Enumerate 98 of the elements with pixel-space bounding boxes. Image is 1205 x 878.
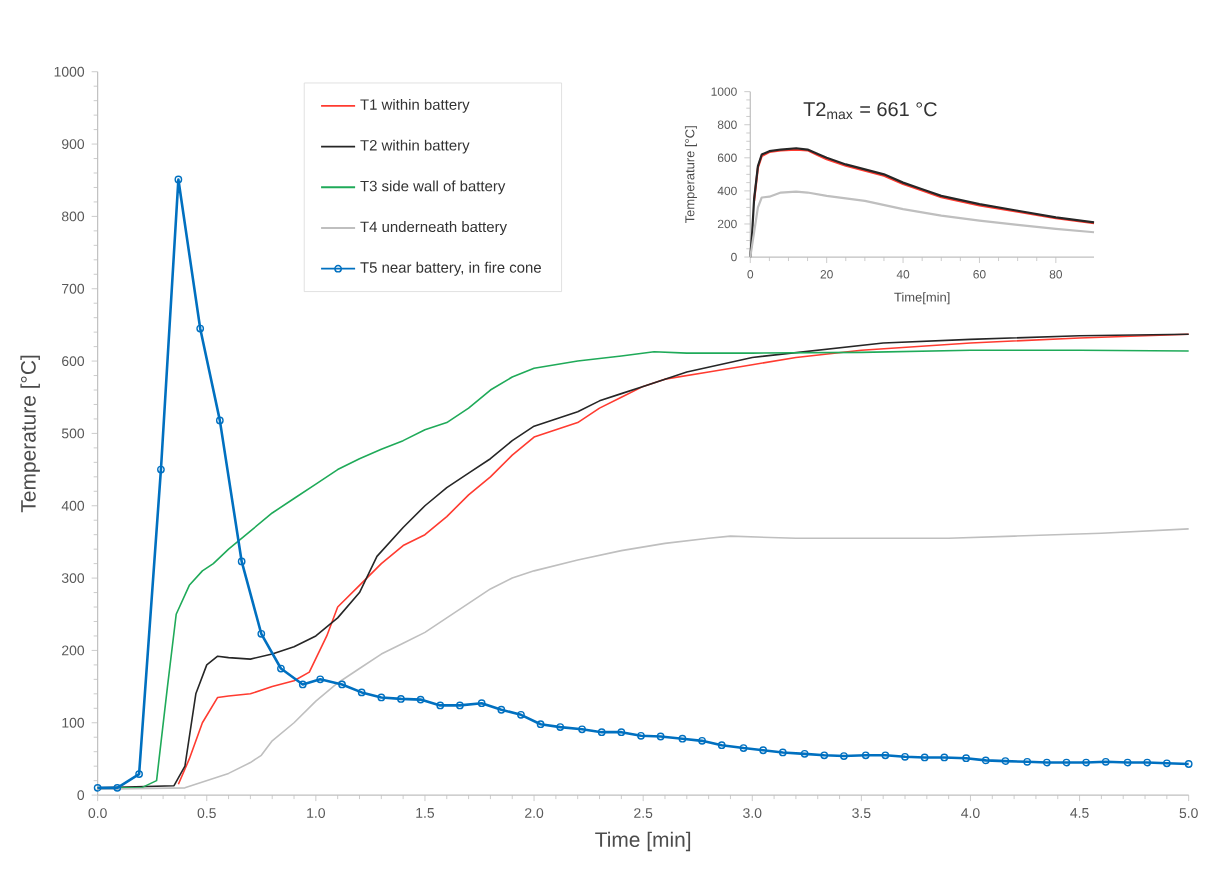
annotation: T2$_{max}$ = 661 °C xyxy=(803,102,937,120)
point xyxy=(135,770,143,779)
point xyxy=(338,680,346,689)
y-tick-label: 600 xyxy=(62,356,85,367)
point xyxy=(597,728,606,737)
point xyxy=(920,753,929,762)
point xyxy=(196,324,205,333)
point xyxy=(477,699,486,708)
point xyxy=(556,723,565,732)
point xyxy=(497,705,506,714)
point xyxy=(698,737,706,745)
point xyxy=(357,688,366,697)
point xyxy=(397,695,405,703)
point xyxy=(1123,758,1132,767)
point xyxy=(215,416,224,425)
x-tick-label: 2.5 xyxy=(634,808,653,819)
x-tick-label: 0.5 xyxy=(197,808,216,819)
point xyxy=(881,751,890,760)
point xyxy=(1082,758,1091,767)
point xyxy=(536,720,545,729)
point xyxy=(257,629,266,638)
y-tick-label: 1000 xyxy=(54,66,85,77)
y-tick-label: 300 xyxy=(61,573,85,584)
legend-label: T5 near battery, in fire cone xyxy=(360,261,541,276)
x-tick-label: 60 xyxy=(973,270,986,279)
y-tick-label: 800 xyxy=(717,120,737,130)
legend-label: T1 within battery xyxy=(360,99,470,113)
y-tick-label: 400 xyxy=(717,186,737,196)
y-axis-title: Temperature [°C] xyxy=(684,126,697,224)
legend-label: T3 side wall of battery xyxy=(360,180,506,195)
point xyxy=(981,756,990,765)
point xyxy=(517,711,525,719)
point xyxy=(455,701,464,710)
point xyxy=(174,175,183,184)
point xyxy=(678,734,687,743)
y-axis-title: Temperature [°C] xyxy=(20,355,40,513)
point xyxy=(1184,760,1193,768)
point xyxy=(637,731,645,740)
point xyxy=(1062,758,1071,767)
point xyxy=(778,748,787,757)
point xyxy=(237,557,246,566)
point xyxy=(861,751,870,760)
point xyxy=(1143,758,1152,767)
point xyxy=(962,754,970,763)
point xyxy=(277,664,285,673)
point xyxy=(1023,758,1032,766)
legend-label: T2 within battery xyxy=(360,139,470,154)
y-tick-label: 900 xyxy=(62,139,85,150)
y-tick-label: 600 xyxy=(717,153,737,163)
point xyxy=(759,746,768,755)
y-tick-label: 700 xyxy=(62,283,85,294)
point xyxy=(157,465,165,474)
point xyxy=(1042,758,1051,767)
point xyxy=(416,695,425,704)
y-tick-label: 200 xyxy=(717,219,737,229)
point xyxy=(901,752,909,761)
x-tick-label: 80 xyxy=(1049,270,1063,279)
point xyxy=(800,750,809,758)
x-tick-label: 40 xyxy=(896,270,910,279)
y-tick-label: 400 xyxy=(61,500,85,511)
y-tick-label: 0 xyxy=(731,252,737,262)
y-tick-label: 200 xyxy=(62,645,85,656)
point xyxy=(717,741,726,750)
point xyxy=(113,784,122,792)
point xyxy=(656,732,665,741)
point xyxy=(316,675,325,684)
x-tick-label: 0 xyxy=(747,270,754,279)
x-tick-label: 20 xyxy=(820,270,833,279)
legend-label: T4 underneath battery xyxy=(360,221,507,236)
point xyxy=(93,784,102,792)
point xyxy=(578,725,586,734)
point xyxy=(1001,757,1010,766)
y-tick-label: 100 xyxy=(62,717,85,728)
point xyxy=(298,680,307,689)
point xyxy=(940,753,949,762)
x-axis-title: Time [min] xyxy=(595,831,691,852)
x-tick-label: 5.0 xyxy=(1179,808,1198,819)
point xyxy=(1101,758,1110,766)
y-tick-label: 1000 xyxy=(711,87,737,96)
point xyxy=(617,728,626,737)
point xyxy=(1162,759,1171,768)
point xyxy=(840,752,848,761)
x-tick-label: 1.5 xyxy=(416,808,435,818)
x-axis-title: Time[min] xyxy=(894,292,950,305)
y-tick-label: 0 xyxy=(77,790,85,801)
x-tick-label: 2.0 xyxy=(525,808,544,819)
x-tick-label: 1.0 xyxy=(307,808,326,819)
x-tick-label: 3.5 xyxy=(852,808,871,819)
point xyxy=(436,701,445,710)
x-tick-label: 0.0 xyxy=(88,808,107,819)
y-tick-label: 500 xyxy=(61,428,85,439)
point xyxy=(820,751,829,760)
y-tick-label: 800 xyxy=(61,211,85,222)
x-tick-label: 3.0 xyxy=(743,808,762,819)
x-tick-label: 4.0 xyxy=(961,808,980,819)
x-tick-label: 4.5 xyxy=(1070,808,1089,818)
point xyxy=(377,693,386,702)
point xyxy=(739,744,748,753)
